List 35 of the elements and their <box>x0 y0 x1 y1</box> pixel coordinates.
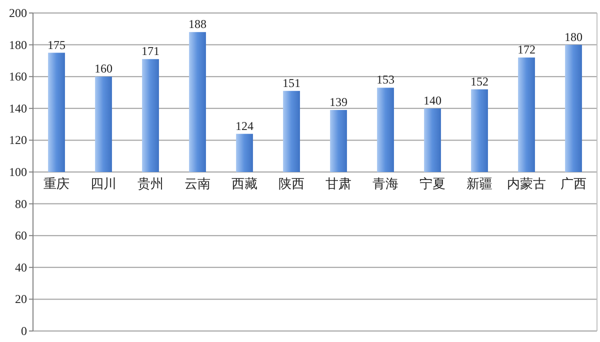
x-tick-label: 四川 <box>90 176 116 191</box>
y-tick-label: 60 <box>15 228 27 243</box>
y-tick-label: 40 <box>15 260 27 274</box>
x-tick-label: 广西 <box>560 176 586 191</box>
data-label: 124 <box>236 118 254 133</box>
y-tick-label: 140 <box>9 101 27 116</box>
y-tick-label: 100 <box>9 165 27 179</box>
x-tick-label: 甘肃 <box>326 176 352 191</box>
data-label: 172 <box>518 42 536 57</box>
x-tick-label: 内蒙古 <box>507 176 546 191</box>
data-label: 188 <box>188 17 206 32</box>
y-tick-label: 80 <box>15 196 27 211</box>
x-tick-label: 陕西 <box>278 176 304 191</box>
x-tick-label: 宁夏 <box>420 176 446 191</box>
data-label: 160 <box>94 62 112 76</box>
data-label: 140 <box>424 93 442 108</box>
x-tick-label: 西藏 <box>232 176 258 191</box>
data-label: 153 <box>376 72 394 87</box>
data-label: 152 <box>470 74 488 88</box>
data-label: 171 <box>142 44 160 58</box>
x-tick-label: 贵州 <box>138 176 164 191</box>
y-tick-label: 200 <box>9 6 27 20</box>
y-tick-label: 120 <box>9 133 27 148</box>
data-label: 175 <box>48 38 66 52</box>
x-tick-label: 新疆 <box>466 176 492 191</box>
data-label: 151 <box>282 76 300 90</box>
y-tick-label: 20 <box>15 292 27 306</box>
data-label: 139 <box>330 94 348 109</box>
y-tick-label: 0 <box>21 324 27 338</box>
y-tick-label: 160 <box>9 70 27 84</box>
data-label: 180 <box>564 30 582 44</box>
x-tick-label: 青海 <box>372 176 398 191</box>
y-tick-label: 180 <box>9 38 27 52</box>
x-tick-label: 云南 <box>184 176 210 191</box>
x-tick-label: 重庆 <box>44 176 70 191</box>
